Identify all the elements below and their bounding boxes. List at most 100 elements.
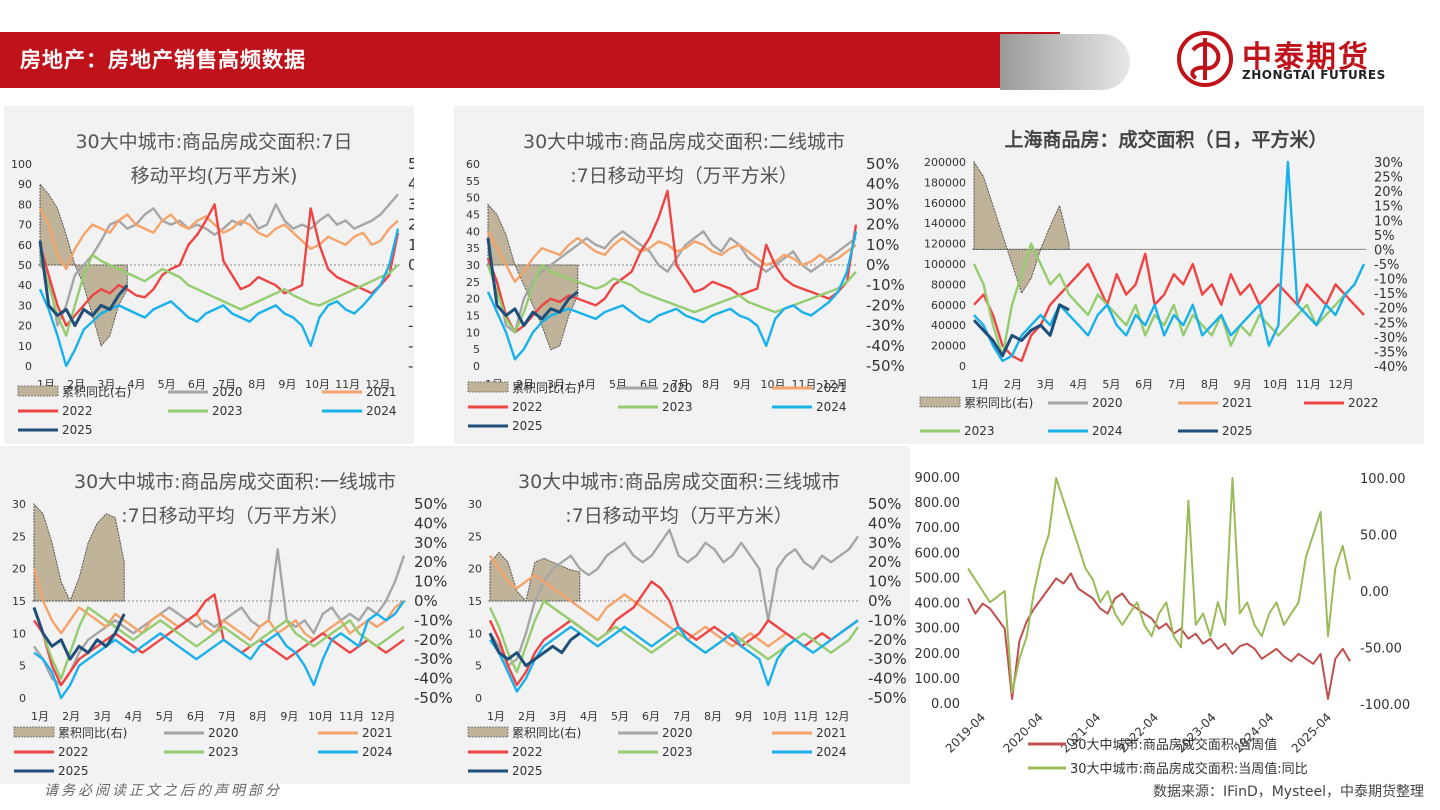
y-left-tick: 15 <box>468 595 482 608</box>
legend-label: 2020 <box>1092 396 1123 410</box>
y-left-tick: 140000 <box>924 217 966 230</box>
y-right-tick: 20% <box>868 553 901 571</box>
legend-label: 2020 <box>662 726 693 740</box>
x-tick: 8月 <box>248 378 266 391</box>
series-line-2024 <box>489 619 859 693</box>
y-right-tick: -50% <box>414 689 453 707</box>
x-tick: 12月 <box>365 378 390 391</box>
chart-title-line: 上海商品房：成交面积（日，平方米） <box>1004 129 1328 151</box>
legend-label: 2025 <box>62 423 93 437</box>
legend-label: 2025 <box>512 764 543 778</box>
series-line-2025 <box>486 237 579 328</box>
x-tick: 2月 <box>516 378 534 391</box>
x-tick: 3月 <box>549 710 567 723</box>
series-line-2021 <box>486 230 857 283</box>
y-left-tick: 30 <box>18 299 32 312</box>
chart-svg: 0 20000 40000 60000 80000 100000 120000 140000 1… <box>919 156 1408 438</box>
x-tick: 4月 <box>1070 378 1088 391</box>
y-left-tick: 10 <box>468 627 482 640</box>
y-right-tick: 100.00 <box>1360 472 1406 487</box>
y-right-tick: -30% <box>408 317 414 335</box>
y-right-tick: 50% <box>866 155 899 173</box>
y-right-tick: 0% <box>868 592 892 610</box>
legend-label: 2020 <box>212 385 243 399</box>
banner-shadow <box>1000 34 1130 90</box>
x-tick: 8月 <box>704 710 722 723</box>
y-right-tick: -10% <box>414 611 453 629</box>
x-tick: 3月 <box>547 378 565 391</box>
y-right-tick: -10% <box>866 276 905 294</box>
y-right-tick: 0% <box>414 592 438 610</box>
y-left-tick: 5 <box>473 343 480 356</box>
x-tick: 11月 <box>339 710 364 723</box>
legend-label: 累积同比(右) <box>58 725 127 740</box>
x-tick: 8月 <box>249 710 267 723</box>
chart-svg: 051015202530-50%-40%-30%-20%-10%0%10%20%… <box>467 495 907 778</box>
y-left-tick: 30 <box>12 498 26 511</box>
y-right-tick: -20% <box>414 631 453 649</box>
x-tick: 7月 <box>673 710 691 723</box>
y-left-tick: 500.00 <box>915 571 961 586</box>
y-left-tick: 25 <box>466 276 480 289</box>
series-area-cumulative <box>973 160 1070 295</box>
x-tick: 6月 <box>1135 378 1153 391</box>
y-right-tick: -40% <box>868 670 907 688</box>
page-title: 房地产：房地产销售高频数据 <box>20 48 306 72</box>
y-right-tick: -30% <box>1374 331 1408 346</box>
x-tick: 4月 <box>580 710 598 723</box>
y-left-tick: 15 <box>12 595 26 608</box>
x-tick: 3月 <box>1037 378 1055 391</box>
series-line-2023 <box>486 263 857 334</box>
x-tick: 10月 <box>763 710 788 723</box>
series-line-2024 <box>33 600 405 700</box>
x-tick: 12月 <box>1329 378 1354 391</box>
legend-swatch <box>17 385 59 397</box>
y-right-tick: -50% <box>866 357 905 375</box>
y-right-tick: 10% <box>414 573 447 591</box>
y-left-tick: 25 <box>12 530 26 543</box>
y-right-tick: -20% <box>866 296 905 314</box>
y-left-tick: 20000 <box>931 340 966 353</box>
x-tick: 12月 <box>370 710 395 723</box>
y-left-tick: 200.00 <box>915 647 961 662</box>
chart-panel-tier1: 30大中城市:商品房成交面积:一线城市:7日移动平均（万平方米） 0 5 10 15 20… <box>0 446 454 784</box>
y-right-tick: -100.00 <box>1360 698 1410 713</box>
y-left-tick: 90 <box>18 178 32 191</box>
x-tick: 8月 <box>702 378 720 391</box>
x-tick: 9月 <box>280 710 298 723</box>
y-left-tick: 50 <box>18 259 32 272</box>
x-tick: 3月 <box>93 710 111 723</box>
chart-svg: 0.00 100.00 200.00 300.00 400.00 500.00 600.00… <box>915 471 1411 777</box>
y-left-tick: 45 <box>466 209 480 222</box>
y-left-tick: 700.00 <box>915 521 961 536</box>
y-left-tick: 180000 <box>924 176 966 189</box>
x-tick: 11月 <box>794 710 819 723</box>
y-right-tick: -40% <box>414 670 453 688</box>
y-right-tick: -30% <box>868 650 907 668</box>
series-line-2023 <box>32 606 405 680</box>
y-left-tick: 0 <box>475 692 482 705</box>
y-left-tick: 20 <box>466 293 480 306</box>
y-right-tick: -20% <box>1374 302 1408 317</box>
x-tick: 2月 <box>518 710 536 723</box>
x-tick: 2月 <box>62 710 80 723</box>
y-left-tick: 30 <box>466 259 480 272</box>
y-left-tick: 60 <box>18 239 32 252</box>
chart-title-line: 30大中城市:商品房成交面积:一线城市 <box>74 471 396 493</box>
x-tick: 2月 <box>1004 378 1022 391</box>
legend-label: 2021 <box>366 385 397 399</box>
legend-label: 2023 <box>212 404 243 418</box>
chart-title-line: :7日移动平均（万平方米） <box>121 505 349 527</box>
y-right-tick: 20% <box>408 216 414 234</box>
logo-text-cn: 中泰期货 <box>1242 40 1370 75</box>
x-tick: 1月 <box>31 710 49 723</box>
y-right-tick: 10% <box>868 573 901 591</box>
y-left-tick: 40 <box>466 225 480 238</box>
x-tick: 9月 <box>278 378 296 391</box>
x-tick: 6月 <box>642 710 660 723</box>
chart-panel-30city: 30大中城市:商品房成交面积:7日 移动平均(万平方米) 0 10 20 30 40 50 60… <box>4 106 414 444</box>
y-left-tick: 10 <box>18 340 32 353</box>
x-tick: 9月 <box>1234 378 1252 391</box>
y-right-tick: 20% <box>866 216 899 234</box>
y-left-tick: 15 <box>466 310 480 323</box>
